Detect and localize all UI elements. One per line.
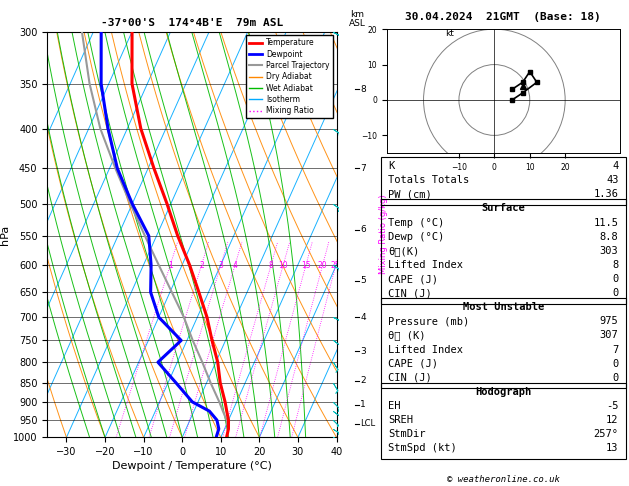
X-axis label: Dewpoint / Temperature (°C): Dewpoint / Temperature (°C) [112,461,272,471]
Text: StmDir: StmDir [388,429,425,439]
Text: kt: kt [445,29,454,38]
Text: 257°: 257° [594,429,618,439]
Text: 2: 2 [199,260,204,270]
Text: 1: 1 [168,260,172,270]
Text: 8: 8 [269,260,274,270]
Bar [381,298,626,388]
Text: EH: EH [388,401,401,411]
Text: 0: 0 [612,359,618,368]
Text: 10: 10 [278,260,288,270]
Text: 1: 1 [360,400,366,409]
Text: 11.5: 11.5 [594,218,618,227]
Bar [381,157,626,205]
Text: 13: 13 [606,443,618,453]
Text: Surface: Surface [481,204,525,213]
Text: 975: 975 [599,316,618,326]
Text: Temp (°C): Temp (°C) [388,218,444,227]
Text: 4: 4 [360,312,366,322]
Text: PW (cm): PW (cm) [388,190,431,199]
Text: SREH: SREH [388,415,413,425]
Text: 12: 12 [606,415,618,425]
Text: Pressure (mb): Pressure (mb) [388,316,469,326]
Text: Lifted Index: Lifted Index [388,260,463,270]
Text: 0: 0 [612,373,618,382]
Text: K: K [388,161,394,171]
Text: CIN (J): CIN (J) [388,288,431,298]
Text: -37°00'S  174°4B'E  79m ASL: -37°00'S 174°4B'E 79m ASL [101,17,283,28]
Text: 20: 20 [318,260,327,270]
Text: Mixing Ratio (g/kg): Mixing Ratio (g/kg) [379,195,388,274]
Text: 8.8: 8.8 [599,232,618,242]
Text: 2: 2 [360,376,366,385]
Text: CIN (J): CIN (J) [388,373,431,382]
Text: -5: -5 [606,401,618,411]
Bar [381,382,626,459]
Text: StmSpd (kt): StmSpd (kt) [388,443,457,453]
Text: 307: 307 [599,330,618,340]
Text: LCL: LCL [360,419,376,428]
Legend: Temperature, Dewpoint, Parcel Trajectory, Dry Adiabat, Wet Adiabat, Isotherm, Mi: Temperature, Dewpoint, Parcel Trajectory… [245,35,333,118]
Text: 4: 4 [233,260,237,270]
Text: 30.04.2024  21GMT  (Base: 18): 30.04.2024 21GMT (Base: 18) [405,12,601,22]
Text: Dewp (°C): Dewp (°C) [388,232,444,242]
Text: CAPE (J): CAPE (J) [388,274,438,284]
Text: © weatheronline.co.uk: © weatheronline.co.uk [447,474,560,484]
Text: 5: 5 [360,276,366,285]
Text: 4: 4 [612,161,618,171]
Text: 3: 3 [218,260,223,270]
Text: 8: 8 [612,260,618,270]
Text: km
ASL: km ASL [348,10,365,28]
Text: 7: 7 [612,345,618,354]
Text: CAPE (J): CAPE (J) [388,359,438,368]
Text: θᴇ (K): θᴇ (K) [388,330,425,340]
Text: 43: 43 [606,175,618,185]
Text: 1.36: 1.36 [594,190,618,199]
Text: Hodograph: Hodograph [475,387,532,397]
Text: 8: 8 [360,85,366,94]
Text: Totals Totals: Totals Totals [388,175,469,185]
Bar [381,199,626,304]
Text: 303: 303 [599,246,618,256]
Text: θᴇ(K): θᴇ(K) [388,246,419,256]
Text: 15: 15 [301,260,311,270]
Text: 3: 3 [360,347,366,356]
Y-axis label: hPa: hPa [0,225,10,244]
Text: 25: 25 [331,260,341,270]
Text: 7: 7 [360,164,366,173]
Text: 0: 0 [612,274,618,284]
Text: Lifted Index: Lifted Index [388,345,463,354]
Text: Most Unstable: Most Unstable [462,302,544,312]
Text: 0: 0 [612,288,618,298]
Text: 6: 6 [360,225,366,234]
